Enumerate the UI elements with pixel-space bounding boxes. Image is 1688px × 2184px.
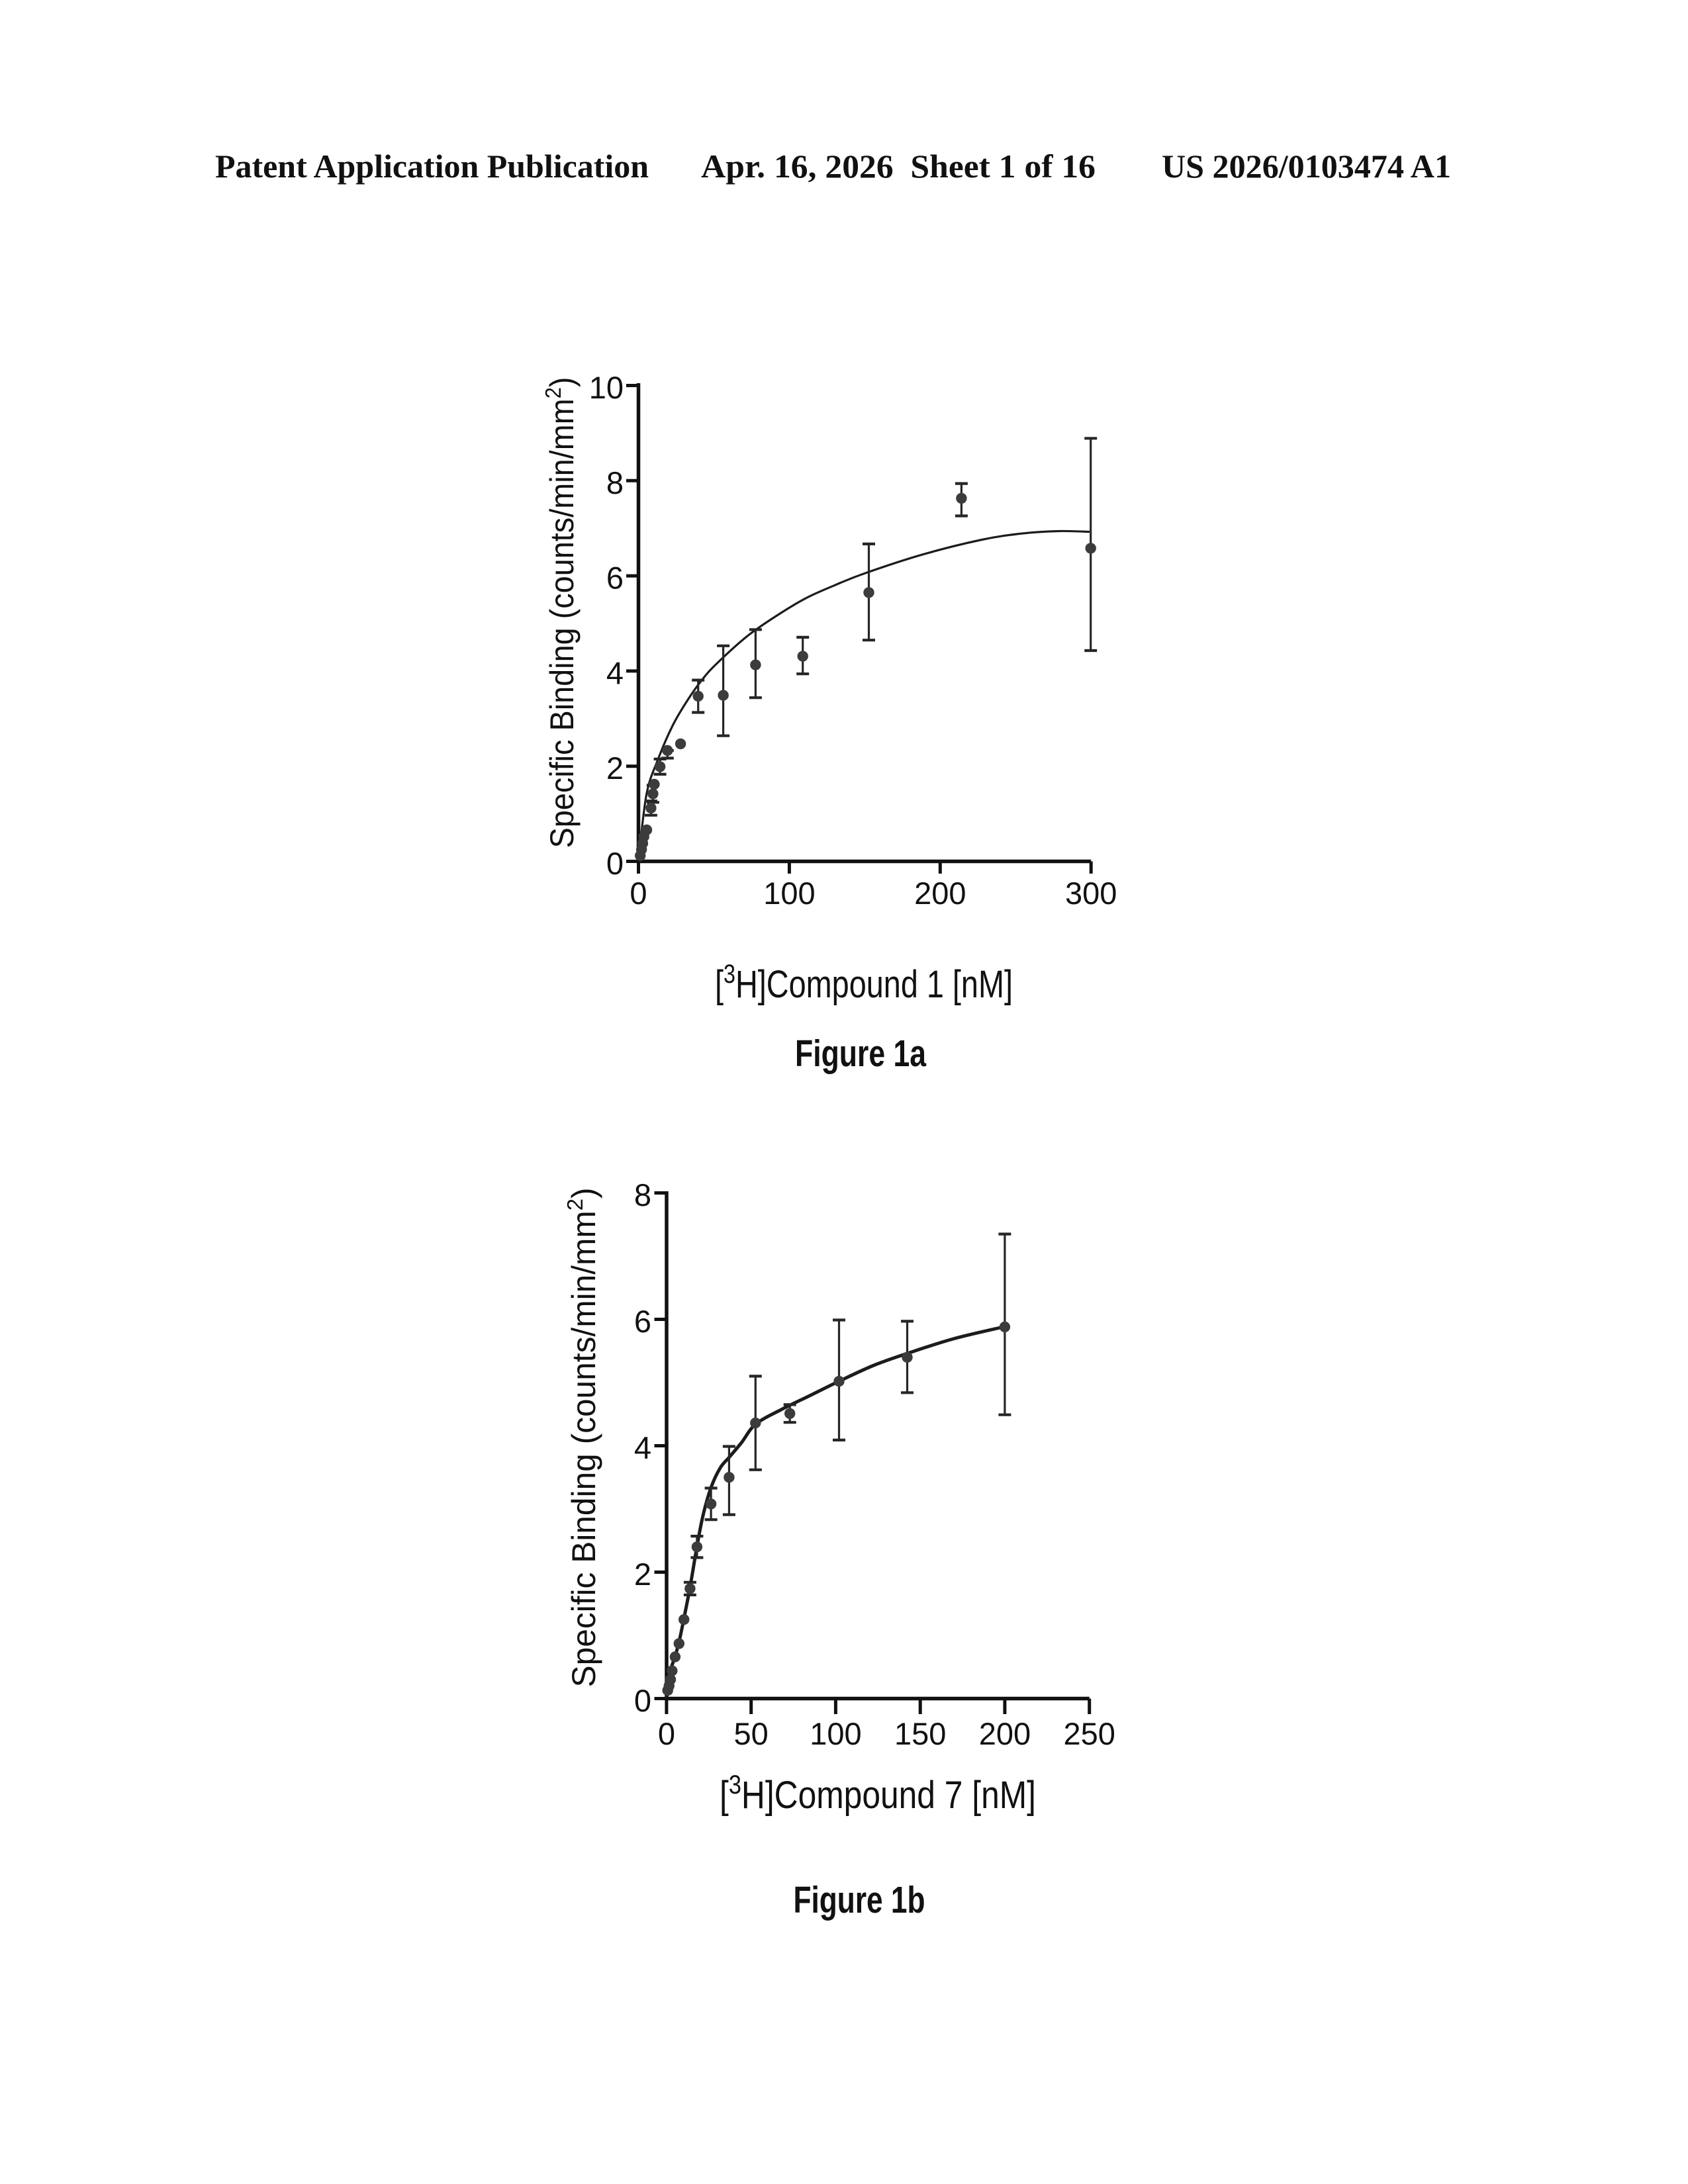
svg-text:8: 8 — [606, 465, 624, 500]
svg-text:8: 8 — [634, 1177, 651, 1212]
svg-text:4: 4 — [606, 655, 624, 690]
svg-text:Specific Binding (counts/min/m: Specific Binding (counts/min/mm2) — [541, 377, 581, 848]
svg-text:[3H]Compound 1 [nM]: [3H]Compound 1 [nM] — [715, 960, 1013, 1006]
svg-text:Specific Binding (counts/min/m: Specific Binding (counts/min/mm2) — [563, 1188, 602, 1688]
svg-text:US 2026/0103474 A1: US 2026/0103474 A1 — [1162, 148, 1451, 185]
svg-text:250: 250 — [1063, 1716, 1115, 1751]
svg-text:2: 2 — [606, 751, 624, 786]
svg-text:2: 2 — [634, 1557, 651, 1592]
svg-text:Figure 1a: Figure 1a — [795, 1032, 927, 1075]
svg-text:300: 300 — [1065, 876, 1117, 911]
svg-text:0: 0 — [606, 846, 624, 881]
svg-text:150: 150 — [894, 1716, 946, 1751]
svg-text:6: 6 — [606, 561, 624, 596]
svg-text:4: 4 — [634, 1430, 651, 1465]
svg-text:200: 200 — [914, 876, 966, 911]
svg-text:Figure 1b: Figure 1b — [794, 1879, 925, 1921]
svg-text:100: 100 — [763, 876, 815, 911]
svg-text:100: 100 — [810, 1716, 861, 1751]
svg-text:0: 0 — [658, 1716, 675, 1751]
svg-text:0: 0 — [630, 876, 647, 911]
svg-text:10: 10 — [589, 370, 624, 405]
svg-text:0: 0 — [634, 1683, 651, 1718]
svg-text:6: 6 — [634, 1304, 651, 1339]
svg-text:[3H]Compound 7 [nM]: [3H]Compound 7 [nM] — [720, 1770, 1036, 1817]
svg-text:50: 50 — [734, 1716, 769, 1751]
svg-text:Patent Application Publication: Patent Application Publication — [215, 148, 649, 185]
svg-text:200: 200 — [979, 1716, 1031, 1751]
svg-text:Apr. 16, 2026 Sheet 1 of 16: Apr. 16, 2026 Sheet 1 of 16 — [701, 148, 1096, 185]
